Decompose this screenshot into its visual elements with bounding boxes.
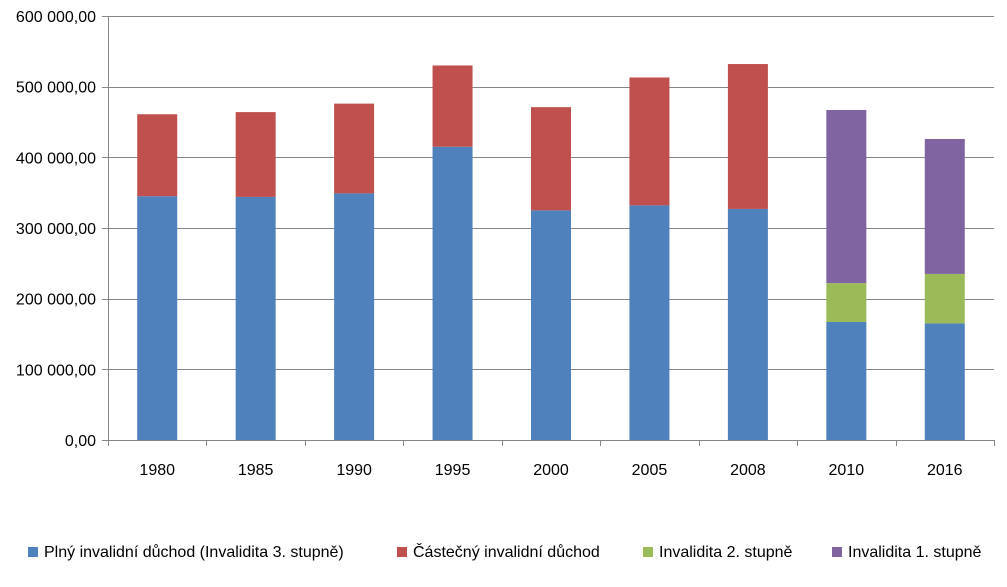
y-axis-tick-labels: 0,00 100 000,00 200 000,00 300 000,00 400 00… xyxy=(16,9,96,450)
x-tick-label: 1990 xyxy=(336,462,372,479)
legend-swatch xyxy=(28,547,38,557)
bar-segment-1980-series-2 xyxy=(137,114,178,197)
bars xyxy=(137,64,965,441)
legend-swatch xyxy=(643,547,653,557)
bar-segment-1985-series-1 xyxy=(235,196,276,440)
bar-segment-2008-series-2 xyxy=(727,64,768,209)
y-tick-label: 300 000,00 xyxy=(16,221,96,238)
legend-swatch xyxy=(397,547,407,557)
y-tick-label: 0,00 xyxy=(65,433,96,450)
x-tick-label: 2005 xyxy=(632,462,668,479)
axes xyxy=(102,16,995,446)
x-tick-label: 1995 xyxy=(435,462,471,479)
y-tick-label: 500 000,00 xyxy=(16,80,96,97)
y-tick-label: 400 000,00 xyxy=(16,150,96,167)
bar-segment-2010-series-1 xyxy=(826,321,867,440)
bar-segment-1995-series-1 xyxy=(432,146,473,441)
y-tick-label: 100 000,00 xyxy=(16,362,96,379)
bar-segment-1995-series-2 xyxy=(432,65,473,147)
bar-segment-2016-series-4 xyxy=(924,138,965,274)
legend-item-series-1: Plný invalidní důchod (Invalidita 3. stu… xyxy=(28,543,344,561)
bar-segment-1980-series-1 xyxy=(137,196,178,440)
y-tick-label: 200 000,00 xyxy=(16,292,96,309)
x-tick-label: 2010 xyxy=(829,462,865,479)
y-tick-label: 600 000,00 xyxy=(16,9,96,26)
bar-segment-2008-series-1 xyxy=(727,208,768,440)
legend-label: Invalidita 1. stupně xyxy=(848,544,982,561)
x-tick-label: 2000 xyxy=(533,462,569,479)
bar-segment-2010-series-3 xyxy=(826,283,867,322)
bar-segment-2005-series-2 xyxy=(629,77,670,206)
bar-segment-2005-series-1 xyxy=(629,205,670,440)
bar-segment-1990-series-2 xyxy=(334,103,375,194)
x-tick-label: 2016 xyxy=(927,462,963,479)
bar-segment-2016-series-3 xyxy=(924,273,965,324)
x-tick-label: 1985 xyxy=(238,462,274,479)
legend-item-series-3: Invalidita 2. stupně xyxy=(643,544,793,561)
bar-segment-2016-series-1 xyxy=(924,323,965,440)
bar-segment-1990-series-1 xyxy=(334,193,375,440)
legend-label: Částečný invalidní důchod xyxy=(413,542,600,561)
bar-segment-1985-series-2 xyxy=(235,112,276,197)
legend-label: Invalidita 2. stupně xyxy=(659,544,793,561)
bar-segment-2000-series-2 xyxy=(531,107,571,211)
x-tick-label: 2008 xyxy=(730,462,766,479)
legend: Plný invalidní důchod (Invalidita 3. stu… xyxy=(28,542,982,561)
x-axis-tick-labels: 1980 1985 1990 1995 2000 2005 2008 2010 2016 xyxy=(139,462,962,479)
bar-segment-2000-series-1 xyxy=(531,210,571,440)
bar-segment-2010-series-4 xyxy=(826,109,867,284)
legend-item-series-4: Invalidita 1. stupně xyxy=(832,544,982,561)
legend-label: Plný invalidní důchod (Invalidita 3. stu… xyxy=(44,543,344,561)
legend-item-series-2: Částečný invalidní důchod xyxy=(397,542,600,561)
legend-swatch xyxy=(832,547,842,557)
x-tick-label: 1980 xyxy=(139,462,175,479)
